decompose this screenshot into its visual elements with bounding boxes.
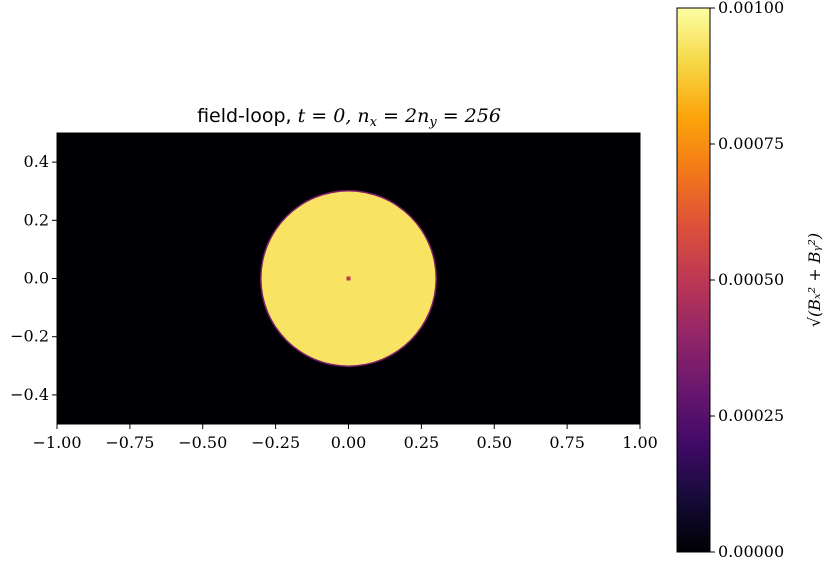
y-tick-label: 0.0 — [24, 269, 49, 288]
y-tick-label: −0.2 — [10, 327, 49, 346]
chart-title: field-loop, t = 0, nx = 2ny = 256 — [197, 105, 501, 130]
x-tick-label: 0.25 — [404, 433, 440, 452]
title-sub-x: x — [370, 115, 378, 130]
x-tick-label: 0.75 — [549, 433, 585, 452]
colorbar-tick-label: 0.00050 — [718, 270, 784, 289]
x-tick-label: 0.50 — [476, 433, 512, 452]
colorbar-tick-label: 0.00025 — [718, 406, 784, 425]
y-axis: 0.4 0.2 0.0 −0.2 −0.4 — [10, 152, 57, 404]
x-axis: −1.00 −0.75 −0.50 −0.25 0.00 0.25 0.50 0.75 1.00 — [32, 424, 658, 452]
loop-center-point — [346, 276, 351, 281]
heatmap-plot — [56, 132, 641, 425]
title-sub-y: y — [428, 115, 437, 130]
colorbar-tick-label: 0.00000 — [718, 542, 784, 561]
title-math-a: t = 0, n — [298, 105, 370, 127]
title-prefix: field-loop, — [197, 105, 298, 127]
x-tick-label: 0.00 — [331, 433, 367, 452]
x-tick-label: −0.25 — [251, 433, 300, 452]
y-tick-label: 0.2 — [24, 210, 49, 229]
title-math-c: = 256 — [437, 105, 501, 127]
colorbar-axis: 0.00100 0.00075 0.00050 0.00025 0.00000 — [710, 0, 784, 561]
x-tick-label: 1.00 — [622, 433, 658, 452]
x-tick-label: −0.75 — [105, 433, 154, 452]
x-tick-label: −0.50 — [178, 433, 227, 452]
colorbar-tick-label: 0.00075 — [718, 134, 784, 153]
y-tick-label: 0.4 — [24, 152, 49, 171]
colorbar — [676, 7, 711, 553]
title-math-b: = 2n — [377, 105, 429, 127]
colorbar-label: √(Bₓ² + Bᵧ²) — [805, 233, 824, 327]
colorbar-tick-label: 0.00100 — [718, 0, 784, 17]
y-tick-label: −0.4 — [10, 385, 49, 404]
x-tick-label: −1.00 — [32, 433, 81, 452]
